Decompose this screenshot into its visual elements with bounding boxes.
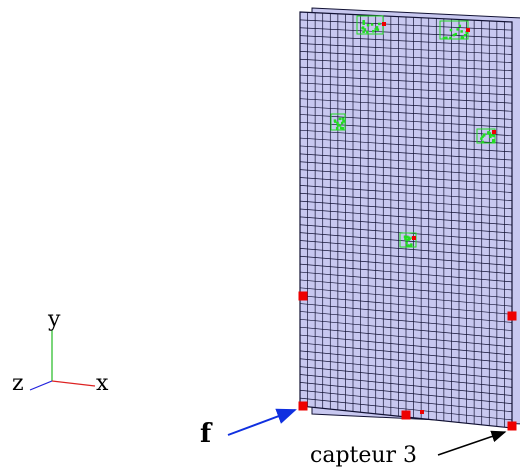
axis-triad: y x z [12,307,109,396]
sensor-marker [299,402,308,411]
sensor-point [420,410,424,414]
sensor-marker [402,411,411,420]
axis-z-line [30,381,52,390]
force-arrow [228,410,295,435]
sensor-3-arrow [438,432,505,455]
axis-z-label: z [12,371,24,396]
force-label: f [200,419,213,449]
axis-y-label: y [47,307,61,332]
sensor-point [412,236,416,240]
axis-x-line [52,381,95,386]
sensor-marker [508,312,517,321]
sensor-point [492,130,496,134]
sensor-point [466,28,470,32]
sensor-point [382,22,386,26]
sensor-marker [508,422,517,431]
axis-x-label: x [96,371,109,396]
sensor-3-label: capteur 3 [310,443,417,468]
sensor-marker [299,292,308,301]
front-plate [300,12,512,428]
